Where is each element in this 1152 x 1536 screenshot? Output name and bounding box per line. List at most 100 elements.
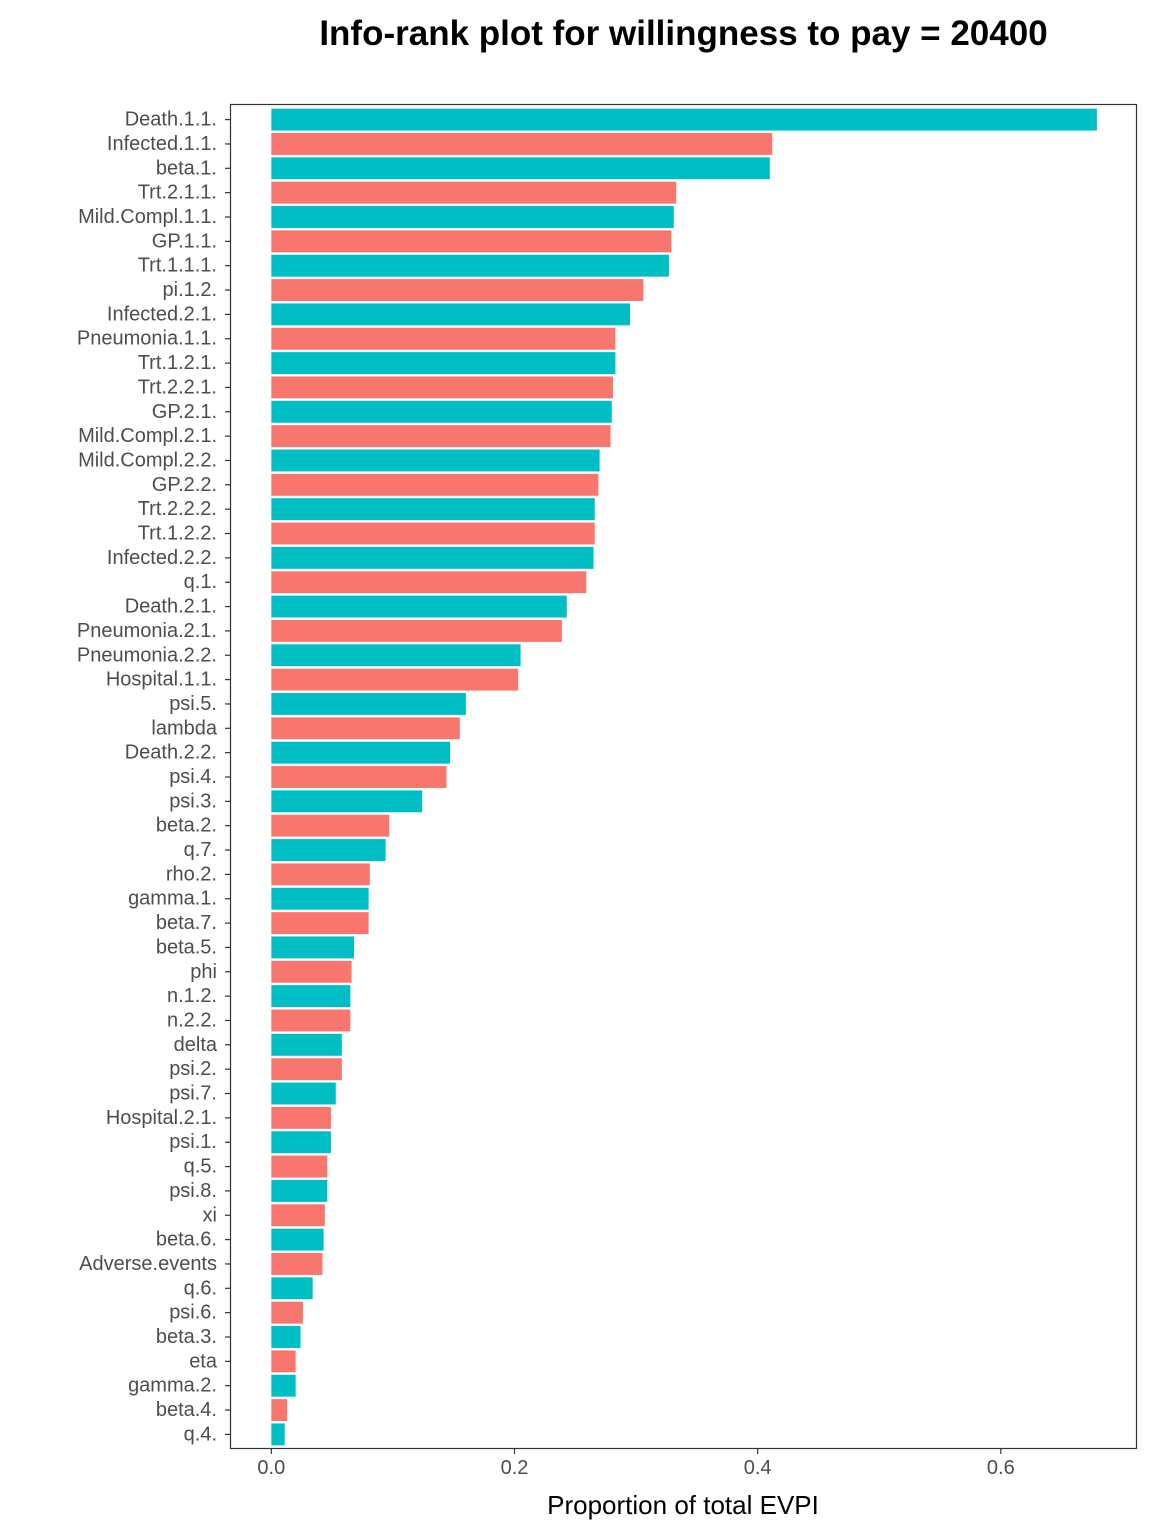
- x-tick-label: 0.4: [744, 1457, 772, 1479]
- bar: [271, 839, 386, 861]
- bar: [271, 571, 587, 594]
- bar: [271, 157, 770, 180]
- y-tick-label: Trt.1.1.1.: [138, 255, 217, 277]
- bar: [271, 1253, 323, 1275]
- bar: [271, 425, 611, 448]
- y-tick-label: Trt.2.2.2.: [138, 498, 217, 520]
- y-tick-label: Death.2.2.: [125, 742, 217, 764]
- bar: [271, 644, 521, 667]
- bar: [271, 936, 355, 959]
- y-tick-label: Trt.2.1.1.: [138, 182, 217, 204]
- y-tick-label: GP.1.1.: [152, 230, 217, 252]
- y-tick-label: rho.2.: [166, 863, 217, 885]
- bar: [271, 1058, 342, 1081]
- bar: [271, 668, 519, 691]
- y-tick-label: psi.1.: [169, 1131, 217, 1153]
- bar: [271, 352, 616, 375]
- bar: [271, 790, 423, 813]
- bar: [271, 206, 674, 228]
- bar: [271, 1131, 331, 1154]
- bar: [271, 1228, 324, 1251]
- y-tick-label: Death.1.1.: [125, 109, 217, 131]
- bar: [271, 181, 677, 204]
- bar: [271, 400, 612, 423]
- x-axis-title: Proportion of total EVPI: [547, 1490, 819, 1520]
- y-tick-label: psi.5.: [169, 693, 217, 715]
- bar: [271, 985, 351, 1008]
- y-tick-label: Infected.2.2.: [107, 547, 217, 569]
- bar: [271, 449, 600, 472]
- y-tick-label: psi.4.: [169, 766, 217, 788]
- y-tick-label: Trt.1.2.2.: [138, 523, 217, 545]
- bar: [271, 912, 369, 935]
- bar: [271, 303, 631, 326]
- bar: [271, 1301, 303, 1324]
- y-tick-label: Pneumonia.2.1.: [77, 620, 217, 642]
- y-tick-label: q.7.: [184, 839, 217, 861]
- y-tick-label: n.2.2.: [167, 1009, 217, 1031]
- y-tick-label: beta.4.: [156, 1399, 217, 1421]
- y-tick-label: phi: [190, 961, 217, 983]
- y-tick-label: q.1.: [184, 571, 217, 593]
- bar: [271, 887, 369, 910]
- bar: [271, 376, 613, 399]
- bar: [271, 1009, 351, 1032]
- y-axis: Death.1.1.Infected.1.1.beta.1. Trt.2.1.1.…: [77, 109, 230, 1445]
- bar: [271, 1350, 296, 1373]
- bar: [271, 108, 1097, 131]
- y-tick-label: n.1.2.: [167, 985, 217, 1007]
- y-tick-label: Pneumonia.1.1.: [77, 328, 217, 350]
- y-tick-label: psi.3.: [169, 790, 217, 812]
- bar: [271, 1033, 342, 1056]
- y-tick-label: Infected.2.1.: [107, 303, 217, 325]
- y-tick-label: Mild.Compl.2.1.: [78, 425, 217, 447]
- y-tick-label: psi.6.: [169, 1302, 217, 1324]
- y-tick-label: lambda: [151, 717, 217, 739]
- bar: [271, 473, 599, 496]
- y-tick-label: xi: [203, 1204, 217, 1226]
- bar: [271, 863, 370, 886]
- y-tick-label: gamma.2.: [128, 1375, 217, 1397]
- bar: [271, 1277, 313, 1300]
- plot-panel-border: [229, 103, 1138, 1450]
- x-tick-label: 0.6: [987, 1457, 1015, 1479]
- bars-layer: [271, 108, 1097, 1446]
- y-tick-label: Pneumonia.2.2.: [77, 644, 217, 666]
- bar: [271, 1326, 301, 1348]
- bar: [271, 254, 669, 277]
- x-axis: 0.0 0.2 0.4 0.6: [257, 1449, 1015, 1479]
- y-tick-label: Adverse.events: [79, 1253, 217, 1275]
- y-tick-label: psi.7.: [169, 1083, 217, 1105]
- y-tick-label: beta.7.: [156, 912, 217, 934]
- y-tick-label: Mild.Compl.2.2.: [78, 449, 217, 471]
- y-tick-label: Mild.Compl.1.1.: [78, 206, 217, 228]
- y-tick-label: Trt.1.2.1.: [138, 352, 217, 374]
- bar: [271, 279, 644, 301]
- bar: [271, 522, 595, 545]
- bar: [271, 693, 466, 715]
- y-tick-label: beta.3.: [156, 1326, 217, 1348]
- bar: [271, 1082, 336, 1105]
- bar: [271, 1399, 288, 1421]
- y-tick-label: GP.2.1.: [152, 401, 217, 423]
- y-tick-label: Infected.1.1.: [107, 133, 217, 155]
- bar: [271, 1106, 331, 1129]
- y-tick-label: delta: [174, 1034, 218, 1056]
- y-tick-label: gamma.1.: [128, 888, 217, 910]
- x-tick-label: 0.2: [501, 1457, 529, 1479]
- bar: [271, 1204, 325, 1227]
- y-tick-label: psi.2.: [169, 1058, 217, 1080]
- y-tick-label: eta: [189, 1350, 218, 1372]
- bar: [271, 766, 447, 788]
- y-tick-label: Trt.2.2.1.: [138, 376, 217, 398]
- y-tick-label: beta.5.: [156, 936, 217, 958]
- y-tick-label: q.6.: [184, 1277, 217, 1299]
- bar: [271, 814, 390, 837]
- bar: [271, 619, 562, 642]
- y-tick-label: pi.1.2.: [163, 279, 217, 301]
- bar: [271, 1155, 328, 1178]
- y-tick-label: q.5.: [184, 1156, 217, 1178]
- y-tick-label: beta.2.: [156, 815, 217, 837]
- bar: [271, 717, 460, 740]
